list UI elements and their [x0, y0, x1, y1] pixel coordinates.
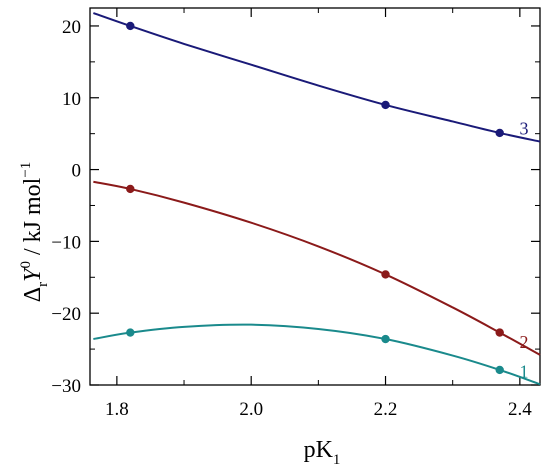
y-axis-title-unit-sup: −1	[18, 162, 34, 178]
series-2-point	[495, 328, 504, 337]
x-tick-label: 2.2	[374, 399, 398, 420]
plot-frame	[89, 7, 541, 386]
series-3-label: 3	[520, 119, 529, 139]
y-axis-title: ΔrY0 / kJ mol−1	[18, 162, 51, 303]
series-1-point	[381, 334, 390, 344]
y-axis-title-sup: 0	[18, 261, 34, 269]
series-points	[126, 21, 504, 375]
series-labels: 1 2 3	[520, 119, 529, 382]
y-axis-title-sub: r	[35, 282, 51, 287]
x-axis-title: pK1	[304, 437, 341, 468]
x-tick-label: 1.8	[105, 399, 129, 420]
x-axis: 1.8 2.0 2.2 2.4	[105, 8, 532, 420]
y-tick-label: −30	[51, 376, 81, 397]
y-axis-title-symbol: Y	[20, 266, 46, 282]
series-1-point	[495, 365, 504, 375]
y-axis-title-prefix: Δ	[20, 287, 46, 302]
y-tick-label: 0	[72, 161, 82, 182]
series-3-line	[93, 12, 541, 143]
y-axis-title-rest: / kJ mol	[20, 177, 46, 261]
y-tick-label: 20	[62, 17, 81, 38]
plot-area	[89, 7, 541, 386]
series-3-point	[495, 128, 504, 138]
y-tick-label: 10	[62, 89, 81, 110]
y-tick-label: −20	[51, 304, 81, 325]
y-tick-label: −10	[51, 232, 81, 253]
series-2-point	[126, 184, 135, 194]
x-axis-title-main: pK	[304, 437, 334, 463]
series-1-line	[93, 323, 541, 386]
x-tick-label: 2.0	[239, 399, 263, 420]
series-2-line	[93, 180, 541, 356]
series-curves	[93, 12, 541, 386]
series-2-point	[381, 270, 390, 279]
series-3-point	[381, 100, 390, 110]
series-1-label: 1	[520, 361, 529, 381]
series-2-label: 2	[520, 332, 529, 352]
series-3-point	[126, 21, 135, 31]
x-axis-title-sub: 1	[333, 452, 341, 468]
series-1-point	[126, 328, 135, 337]
x-tick-label: 2.4	[508, 399, 532, 420]
y-axis: −30 −20 −10 0 10 20	[51, 17, 540, 397]
